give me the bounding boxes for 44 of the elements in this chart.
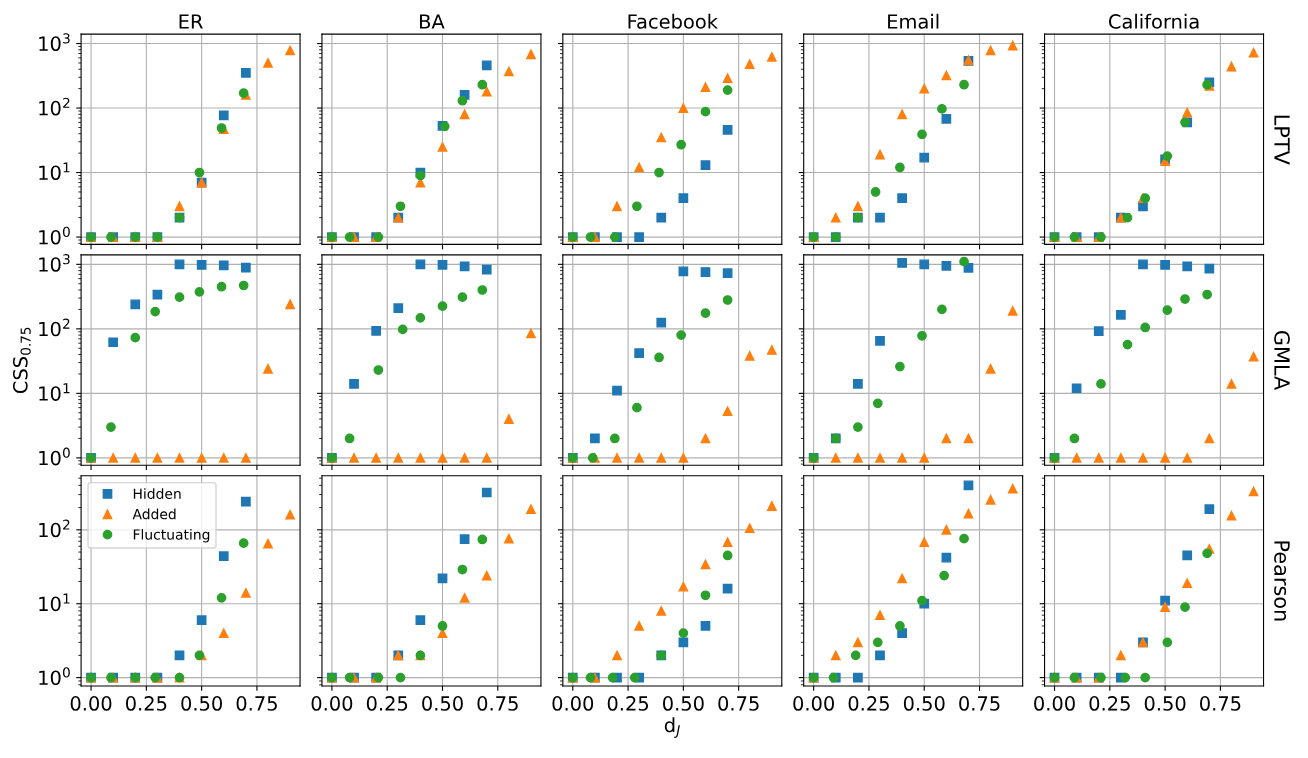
x-tick-label: 0.75 xyxy=(1200,696,1241,711)
text: LPTV xyxy=(1274,115,1290,165)
y-tick-label: 10$^{1}$ xyxy=(39,383,70,401)
chart-title: Facebook xyxy=(628,13,718,29)
x-tick-label: 0.75 xyxy=(959,696,1000,711)
y-tick-label: 10$^{0}$ xyxy=(39,667,70,686)
x-tick-label: 0.50 xyxy=(663,696,704,711)
x-tick-label: 0.25 xyxy=(125,696,167,711)
chart-title: Email xyxy=(888,13,939,29)
y-tick-label: 10$^{1}$ xyxy=(39,162,70,181)
x-tick-label: 0.25 xyxy=(607,696,649,711)
x-axis-title: d$_{J}$ xyxy=(664,717,680,738)
x-tick-label: 0.00 xyxy=(1034,696,1075,711)
x-tick-label: 0.00 xyxy=(311,696,353,711)
y-tick-label: 10$^{1}$ xyxy=(39,593,70,612)
legend-label: Hidden xyxy=(133,488,181,499)
y-axis-title: CSS$_{0.75}$ xyxy=(12,327,31,394)
y-tick-label: 10$^{3}$ xyxy=(39,254,70,272)
x-tick-label: 0.00 xyxy=(793,696,834,711)
x-tick-label: 0.75 xyxy=(718,696,759,711)
legend-label: Fluctuating xyxy=(133,528,210,543)
y-tick-label: 10$^{0}$ xyxy=(39,226,70,245)
y-tick-label: 10$^{0}$ xyxy=(39,447,70,466)
x-tick-label: 0.50 xyxy=(903,696,945,711)
x-tick-label: 0.50 xyxy=(1144,696,1186,711)
text: GMLA xyxy=(1274,331,1290,391)
y-tick-label: 10$^{2}$ xyxy=(39,97,70,116)
x-tick-label: 0.00 xyxy=(70,696,112,711)
x-tick-label: 0.25 xyxy=(848,696,889,711)
chart-title: BA xyxy=(420,14,445,29)
x-tick-label: 0.50 xyxy=(422,696,463,711)
x-tick-label: 0.25 xyxy=(366,696,408,711)
y-tick-label: 10$^{2}$ xyxy=(39,519,70,538)
text: Pearson xyxy=(1274,541,1290,621)
x-tick-label: 0.75 xyxy=(236,696,277,711)
y-tick-label: 10$^{3}$ xyxy=(39,33,70,52)
y-tick-label: 10$^{2}$ xyxy=(39,318,70,337)
x-tick-label: 0.75 xyxy=(477,696,518,711)
x-tick-label: 0.00 xyxy=(552,696,594,711)
chart-title: ER xyxy=(179,14,203,29)
x-tick-label: 0.50 xyxy=(181,696,222,711)
x-tick-label: 0.25 xyxy=(1089,696,1130,711)
legend-label: Added xyxy=(132,508,176,520)
chart-title: California xyxy=(1108,13,1199,29)
